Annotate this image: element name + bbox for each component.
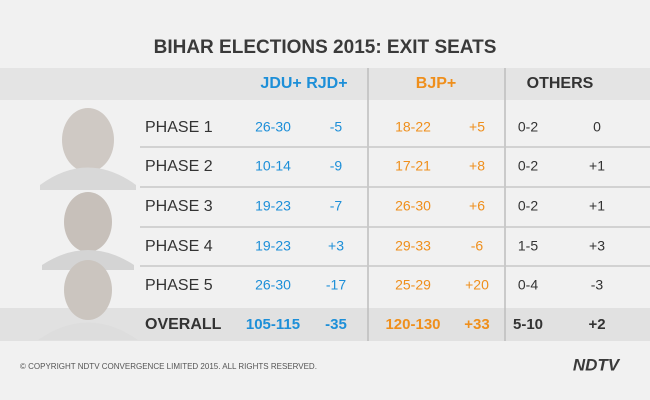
cell: +6 <box>469 198 485 214</box>
portrait <box>64 192 112 252</box>
cell: 29-33 <box>395 238 431 254</box>
cell: +1 <box>589 198 605 214</box>
column-header: BJP+ <box>416 75 456 92</box>
portrait <box>64 260 112 320</box>
row-label: PHASE 3 <box>145 198 213 215</box>
copyright: © COPYRIGHT NDTV CONVERGENCE LIMITED 201… <box>20 362 317 371</box>
cell: 26-30 <box>395 198 431 214</box>
column-header: JDU+ RJD+ <box>260 75 347 92</box>
overall-cell: +33 <box>464 316 489 333</box>
row-label: PHASE 4 <box>145 238 213 255</box>
cell: 26-30 <box>255 119 291 135</box>
row-label: PHASE 1 <box>145 119 213 136</box>
cell: 0-2 <box>518 119 538 135</box>
cell: +8 <box>469 158 485 174</box>
cell: 18-22 <box>395 119 431 135</box>
row-label: PHASE 5 <box>145 277 213 294</box>
cell: +3 <box>328 238 344 254</box>
cell: 1-5 <box>518 238 538 254</box>
cell: 19-23 <box>255 198 291 214</box>
header-band <box>0 68 650 100</box>
overall-label: OVERALL <box>145 316 222 333</box>
cell: -5 <box>330 119 343 135</box>
cell: 26-30 <box>255 277 291 293</box>
overall-cell: 120-130 <box>385 316 440 333</box>
cell: 17-21 <box>395 158 431 174</box>
cell: 0-2 <box>518 158 538 174</box>
cell: 25-29 <box>395 277 431 293</box>
cell: +3 <box>589 238 605 254</box>
portrait <box>38 322 138 340</box>
overall-cell: 105-115 <box>246 316 300 333</box>
cell: 0-2 <box>518 198 538 214</box>
overall-cell: +2 <box>588 316 605 333</box>
cell: -3 <box>591 277 604 293</box>
cell: -17 <box>326 277 346 293</box>
logo: NDTV <box>573 355 621 374</box>
row-label: PHASE 2 <box>145 158 213 175</box>
cell: -7 <box>330 198 343 214</box>
cell: 19-23 <box>255 238 291 254</box>
cell: +20 <box>465 277 489 293</box>
title: BIHAR ELECTIONS 2015: EXIT SEATS <box>154 37 497 58</box>
cell: 10-14 <box>255 158 291 174</box>
cell: 0-4 <box>518 277 538 293</box>
portrait <box>40 167 136 190</box>
cell: +5 <box>469 119 485 135</box>
column-header: OTHERS <box>527 75 594 92</box>
cell: -9 <box>330 158 343 174</box>
portrait <box>62 108 114 172</box>
cell: +1 <box>589 158 605 174</box>
overall-cell: -35 <box>325 316 347 333</box>
portraits <box>38 108 138 340</box>
cell: 0 <box>593 119 601 135</box>
cell: -6 <box>471 238 484 254</box>
overall-cell: 5-10 <box>513 316 543 333</box>
